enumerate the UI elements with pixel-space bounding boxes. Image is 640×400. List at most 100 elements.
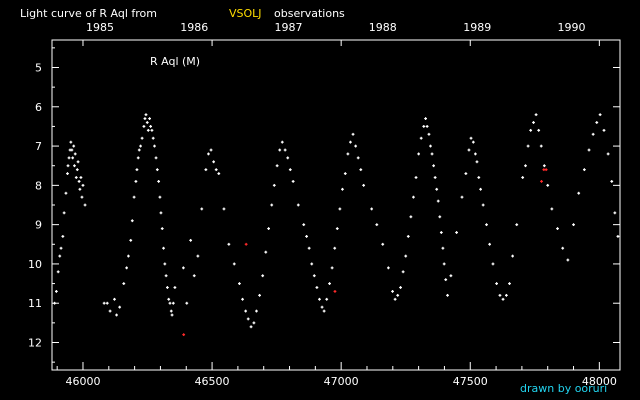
data-point	[335, 227, 339, 230]
data-point	[258, 293, 261, 297]
data-point	[446, 293, 449, 297]
data-point	[475, 160, 479, 164]
data-point	[333, 246, 337, 250]
data-point	[160, 227, 164, 230]
y-tick-label: 7	[35, 140, 42, 153]
data-point	[62, 211, 66, 215]
data-point	[412, 195, 415, 199]
data-point	[291, 180, 295, 183]
data-point	[610, 180, 614, 183]
data-point	[370, 207, 374, 211]
data-point	[529, 128, 533, 132]
data-point	[56, 270, 60, 274]
data-point	[310, 262, 314, 266]
data-point	[102, 301, 106, 305]
data-point	[252, 321, 256, 325]
data-point	[69, 140, 73, 144]
year-label: 1990	[557, 21, 585, 34]
data-point	[189, 238, 193, 242]
data-point	[75, 168, 79, 172]
data-point	[66, 164, 70, 168]
data-point	[143, 117, 147, 120]
data-point	[391, 290, 394, 293]
data-point	[122, 282, 126, 285]
data-point	[404, 254, 408, 258]
data-point	[471, 140, 475, 144]
data-point	[546, 183, 550, 187]
data-point	[477, 176, 481, 179]
data-point	[422, 125, 426, 128]
year-label: 1985	[86, 21, 114, 34]
data-point	[286, 156, 290, 160]
data-point	[129, 238, 133, 242]
year-label: 1986	[180, 21, 208, 34]
y-tick-label: 6	[35, 101, 42, 114]
data-point	[315, 286, 319, 289]
data-point	[396, 293, 400, 297]
x-tick-label: 48000	[582, 375, 617, 388]
x-tick-label: 46000	[65, 375, 100, 388]
year-label: 1987	[274, 21, 302, 34]
data-point	[217, 172, 221, 175]
data-point	[145, 121, 149, 124]
y-tick-label: 12	[28, 337, 42, 350]
data-point	[441, 246, 445, 250]
data-point	[136, 156, 140, 160]
data-point	[346, 152, 350, 156]
data-point	[577, 191, 581, 195]
data-point	[238, 282, 241, 285]
data-point	[78, 187, 82, 191]
data-point	[550, 207, 554, 211]
data-point	[409, 215, 413, 219]
data-point	[406, 235, 410, 238]
data-point	[113, 297, 116, 301]
data-point	[444, 278, 448, 282]
data-point	[539, 144, 543, 148]
data-point	[572, 223, 575, 227]
data-point	[598, 113, 602, 117]
data-point	[140, 136, 144, 140]
data-point	[351, 132, 355, 136]
data-point	[534, 113, 538, 117]
chart-title-prefix: Light curve of R Aql from	[20, 7, 157, 20]
data-point	[399, 286, 402, 289]
data-point	[537, 128, 541, 132]
y-tick-label: 8	[35, 179, 42, 192]
data-point	[349, 140, 352, 144]
axis-ticks: 46000 46500 47000 47500 48000 1985 1986 1987 198…	[28, 21, 620, 388]
data-point	[438, 215, 442, 219]
data-point	[375, 223, 379, 227]
chart-title-source: VSOLJ	[229, 7, 262, 20]
y-tick-label: 11	[28, 297, 42, 310]
data-point	[322, 309, 326, 313]
data-point	[168, 301, 172, 305]
data-point	[481, 203, 485, 207]
data-point	[150, 128, 154, 132]
data-point	[430, 152, 434, 156]
data-point	[424, 117, 427, 120]
data-point	[185, 301, 189, 305]
data-point	[244, 309, 248, 313]
data-point	[485, 223, 488, 227]
data-point	[61, 235, 65, 238]
data-point	[338, 207, 342, 211]
data-point	[173, 286, 177, 289]
data-point	[419, 136, 423, 140]
data-point	[521, 176, 525, 179]
y-tick-label: 9	[35, 219, 42, 232]
data-point	[354, 144, 358, 148]
data-point	[320, 305, 324, 309]
data-point	[302, 223, 306, 227]
star-label: R Aql (M)	[150, 55, 200, 68]
data-point	[118, 305, 122, 309]
data-point	[76, 160, 80, 164]
data-point	[439, 231, 443, 234]
data-point	[83, 203, 87, 207]
data-point	[595, 121, 599, 124]
data-point	[214, 168, 218, 172]
data-point	[146, 128, 150, 132]
data-point	[501, 297, 505, 301]
data-point	[169, 309, 173, 313]
x-tick-label: 46500	[195, 375, 230, 388]
data-point	[362, 183, 366, 187]
